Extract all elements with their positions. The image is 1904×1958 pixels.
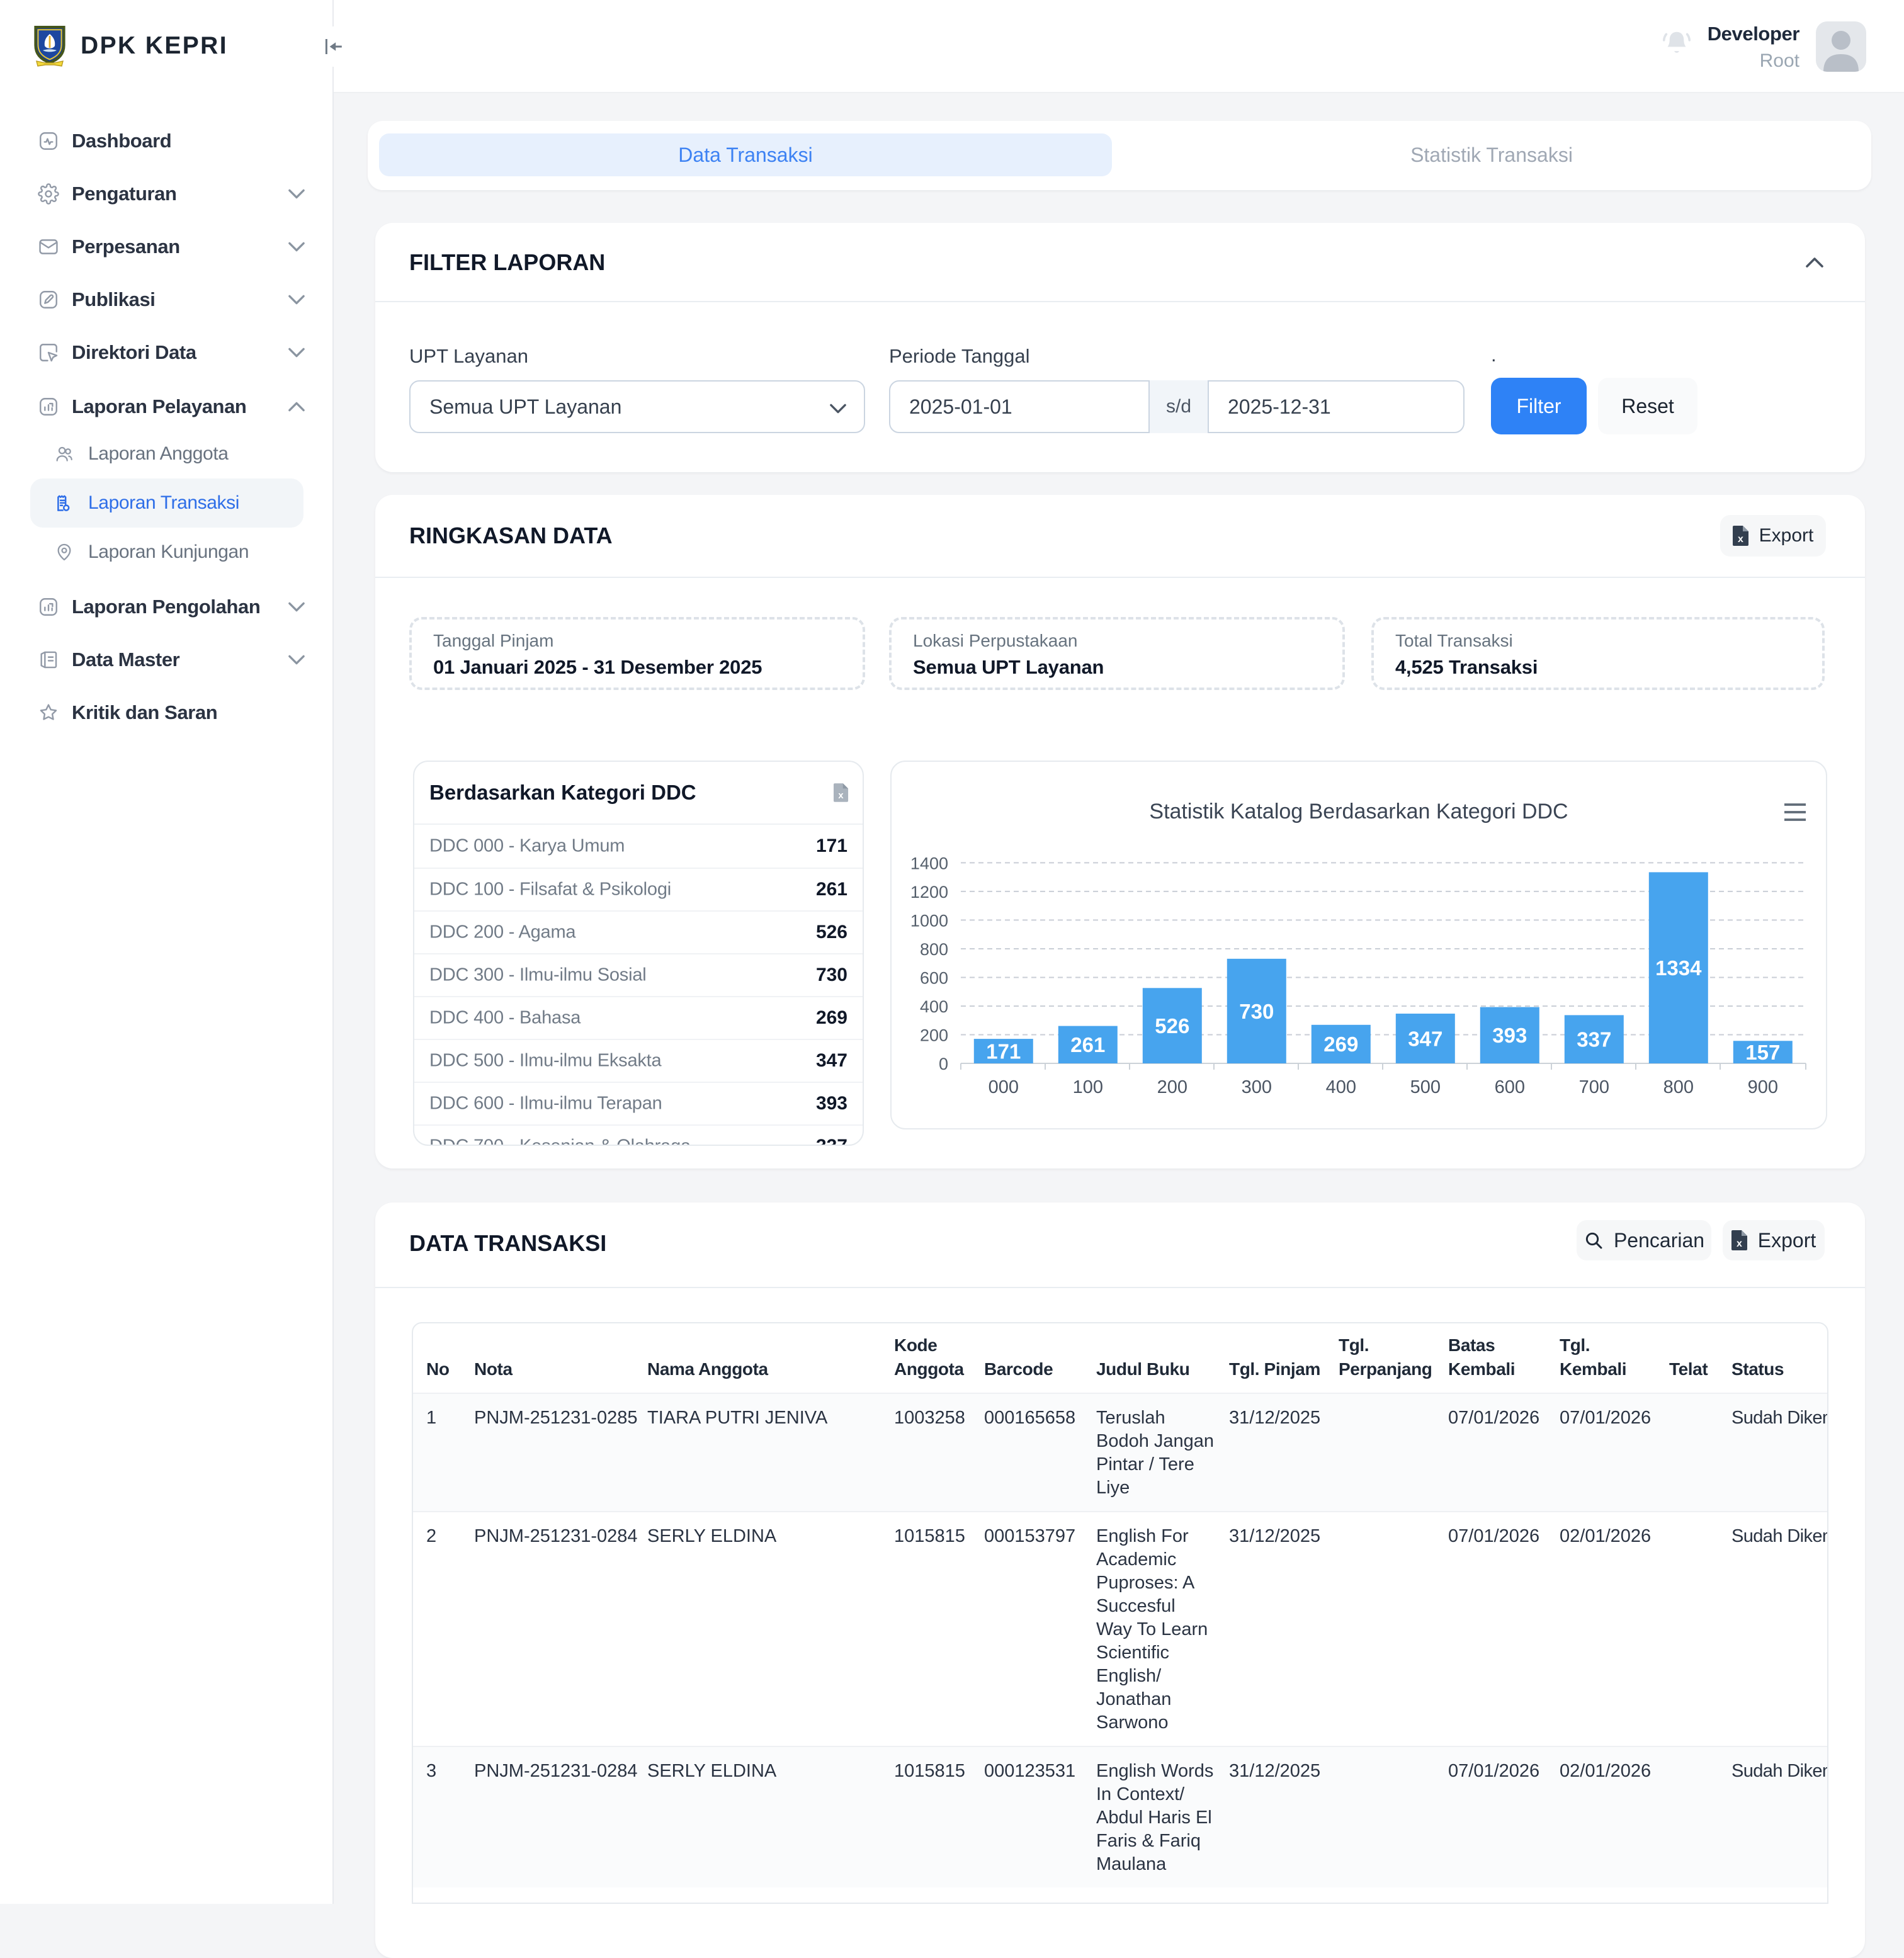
svg-text:337: 337: [1577, 1028, 1611, 1051]
svg-text:347: 347: [1408, 1027, 1442, 1050]
svg-text:000: 000: [989, 1077, 1019, 1097]
svg-text:157: 157: [1745, 1041, 1780, 1064]
svg-text:200: 200: [1157, 1077, 1187, 1097]
svg-text:1334: 1334: [1655, 956, 1702, 980]
svg-text:171: 171: [986, 1039, 1021, 1063]
svg-text:261: 261: [1070, 1033, 1105, 1056]
svg-text:269: 269: [1323, 1033, 1358, 1056]
svg-text:300: 300: [1242, 1077, 1272, 1097]
svg-text:730: 730: [1239, 1000, 1274, 1023]
svg-text:400: 400: [1326, 1077, 1356, 1097]
svg-text:600: 600: [1495, 1077, 1525, 1097]
svg-text:900: 900: [1748, 1077, 1778, 1097]
svg-text:0: 0: [939, 1055, 948, 1073]
svg-text:1200: 1200: [910, 883, 948, 902]
svg-text:x: x: [1737, 1238, 1742, 1249]
svg-text:800: 800: [920, 940, 948, 959]
svg-text:x: x: [838, 791, 844, 801]
svg-text:700: 700: [1579, 1077, 1609, 1097]
svg-text:600: 600: [920, 968, 948, 987]
svg-text:100: 100: [1073, 1077, 1103, 1097]
svg-text:200: 200: [920, 1026, 948, 1044]
svg-text:Statistik Katalog Berdasarkan: Statistik Katalog Berdasarkan Kategori D…: [1149, 800, 1568, 823]
svg-text:500: 500: [1410, 1077, 1441, 1097]
svg-text:393: 393: [1492, 1024, 1527, 1047]
svg-text:400: 400: [920, 997, 948, 1016]
svg-text:800: 800: [1663, 1077, 1694, 1097]
svg-text:x: x: [1738, 534, 1743, 545]
svg-text:1400: 1400: [910, 854, 948, 873]
svg-text:526: 526: [1155, 1014, 1189, 1038]
svg-text:1000: 1000: [910, 911, 948, 930]
